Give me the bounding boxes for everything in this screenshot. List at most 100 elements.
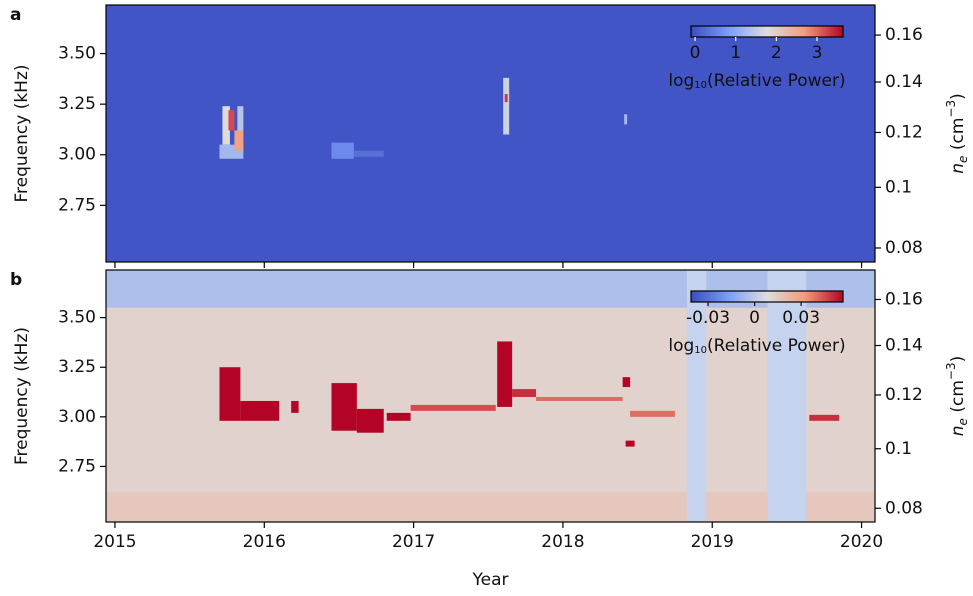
colorbar-cell	[739, 291, 742, 302]
colorbar-cell	[751, 26, 754, 37]
colorbar-cell	[741, 291, 744, 302]
colorbar-cell	[795, 26, 798, 37]
colorbar-cell	[799, 291, 802, 302]
colorbar-cell	[735, 291, 738, 302]
colorbar-cell	[789, 26, 792, 37]
colorbar-cell	[805, 26, 808, 37]
colorbar-cell	[755, 291, 758, 302]
colorbar-cell	[801, 291, 804, 302]
colorbar-cell	[707, 26, 710, 37]
colorbar-cell	[761, 291, 764, 302]
y-tick-label: 3.25	[58, 94, 96, 114]
heatmap-patch	[222, 106, 230, 145]
y2-tick-label: 0.1	[885, 439, 912, 459]
colorbar-cell	[817, 291, 820, 302]
colorbar-cell	[723, 26, 726, 37]
colorbar-cell	[775, 26, 778, 37]
y-tick-label: 2.75	[58, 456, 96, 476]
x-tick-label: 2016	[243, 532, 286, 552]
y-tick-label: 3.00	[58, 407, 96, 427]
data-gap	[767, 270, 807, 522]
y2-tick-label: 0.12	[885, 385, 923, 405]
y2-label-close: )	[948, 93, 968, 100]
colorbar-cell	[763, 26, 766, 37]
y2-tick-label: 0.08	[885, 238, 923, 258]
heatmap-patch	[291, 400, 299, 413]
heatmap-patch	[512, 389, 537, 397]
y-axis-label: Frequency (kHz)	[12, 327, 32, 465]
colorbar-cell	[765, 26, 768, 37]
y-tick-label: 3.50	[58, 308, 96, 328]
y2-label-close: )	[948, 356, 968, 363]
y2-label-sup: −3	[944, 100, 958, 118]
colorbar-cell	[759, 291, 762, 302]
colorbar-cell	[723, 291, 726, 302]
colorbar-cell	[705, 291, 708, 302]
colorbar-tick-label: 3	[812, 43, 823, 63]
colorbar-label-rest: (Relative Power)	[707, 71, 846, 91]
colorbar-frame	[690, 290, 844, 303]
colorbar-cell	[803, 26, 806, 37]
colorbar-cell	[749, 26, 752, 37]
colorbar-cell	[761, 26, 764, 37]
colorbar-cell	[711, 291, 714, 302]
y2-label-unit: (cm	[948, 118, 968, 156]
heatmap-patch	[536, 396, 623, 401]
heatmap-patch	[503, 77, 510, 135]
colorbar-cell	[701, 26, 704, 37]
y2-tick-label: 0.08	[885, 498, 923, 518]
y2-tick-label: 0.1	[885, 177, 912, 197]
colorbar-cell	[797, 26, 800, 37]
colorbar-tick-label: 2	[771, 43, 782, 63]
colorbar-cell	[767, 291, 770, 302]
colorbar-cell	[813, 26, 816, 37]
colorbar-cell	[793, 291, 796, 302]
colorbar-cell	[791, 26, 794, 37]
colorbar-cell	[805, 291, 808, 302]
heatmap-patch	[410, 404, 496, 411]
y2-label-sub: e	[956, 418, 970, 425]
colorbar-cell	[695, 291, 698, 302]
colorbar-cell	[767, 26, 770, 37]
colorbar-cell	[779, 291, 782, 302]
colorbar-cell	[731, 26, 734, 37]
colorbar-cell	[839, 26, 842, 37]
heatmap-patch	[353, 150, 384, 157]
heatmap-patch	[234, 130, 244, 151]
colorbar-cell	[793, 26, 796, 37]
colorbar-cell	[711, 26, 714, 37]
colorbar-cell	[693, 26, 696, 37]
y-tick-label: 2.75	[58, 195, 96, 215]
colorbar-tick-label: 0	[749, 308, 760, 328]
panel-label: a	[10, 5, 21, 25]
y2-tick-label: 0.16	[885, 25, 923, 45]
colorbar-cell	[731, 291, 734, 302]
colorbar-cell	[705, 26, 708, 37]
heatmap-patch	[106, 492, 875, 522]
x-tick-label: 2018	[541, 532, 584, 552]
colorbar-cell	[695, 26, 698, 37]
colorbar-cell	[773, 26, 776, 37]
colorbar-cell	[771, 291, 774, 302]
colorbar-cell	[707, 291, 710, 302]
colorbar-cell	[835, 291, 838, 302]
x-tick-label: 2019	[691, 532, 734, 552]
colorbar-label-main: log	[668, 336, 694, 356]
heatmap-patch	[228, 110, 235, 131]
y2-axis-label: ne (cm−3)	[944, 93, 970, 173]
heatmap-patch	[624, 114, 628, 125]
colorbar-tick-label: 0	[690, 43, 701, 63]
panel-frame	[105, 269, 876, 523]
colorbar-cell	[717, 26, 720, 37]
colorbar-cell	[777, 26, 780, 37]
colorbar-cell	[815, 291, 818, 302]
colorbar-cell	[697, 291, 700, 302]
colorbar-cell	[763, 291, 766, 302]
panel-label: b	[10, 270, 22, 290]
colorbar-cell	[699, 26, 702, 37]
colorbar-cell	[719, 291, 722, 302]
colorbar-tick-label: 0.03	[782, 308, 820, 328]
x-axis-label: Year	[472, 570, 509, 590]
colorbar-cell	[795, 291, 798, 302]
x-tick-label: 2017	[392, 532, 435, 552]
